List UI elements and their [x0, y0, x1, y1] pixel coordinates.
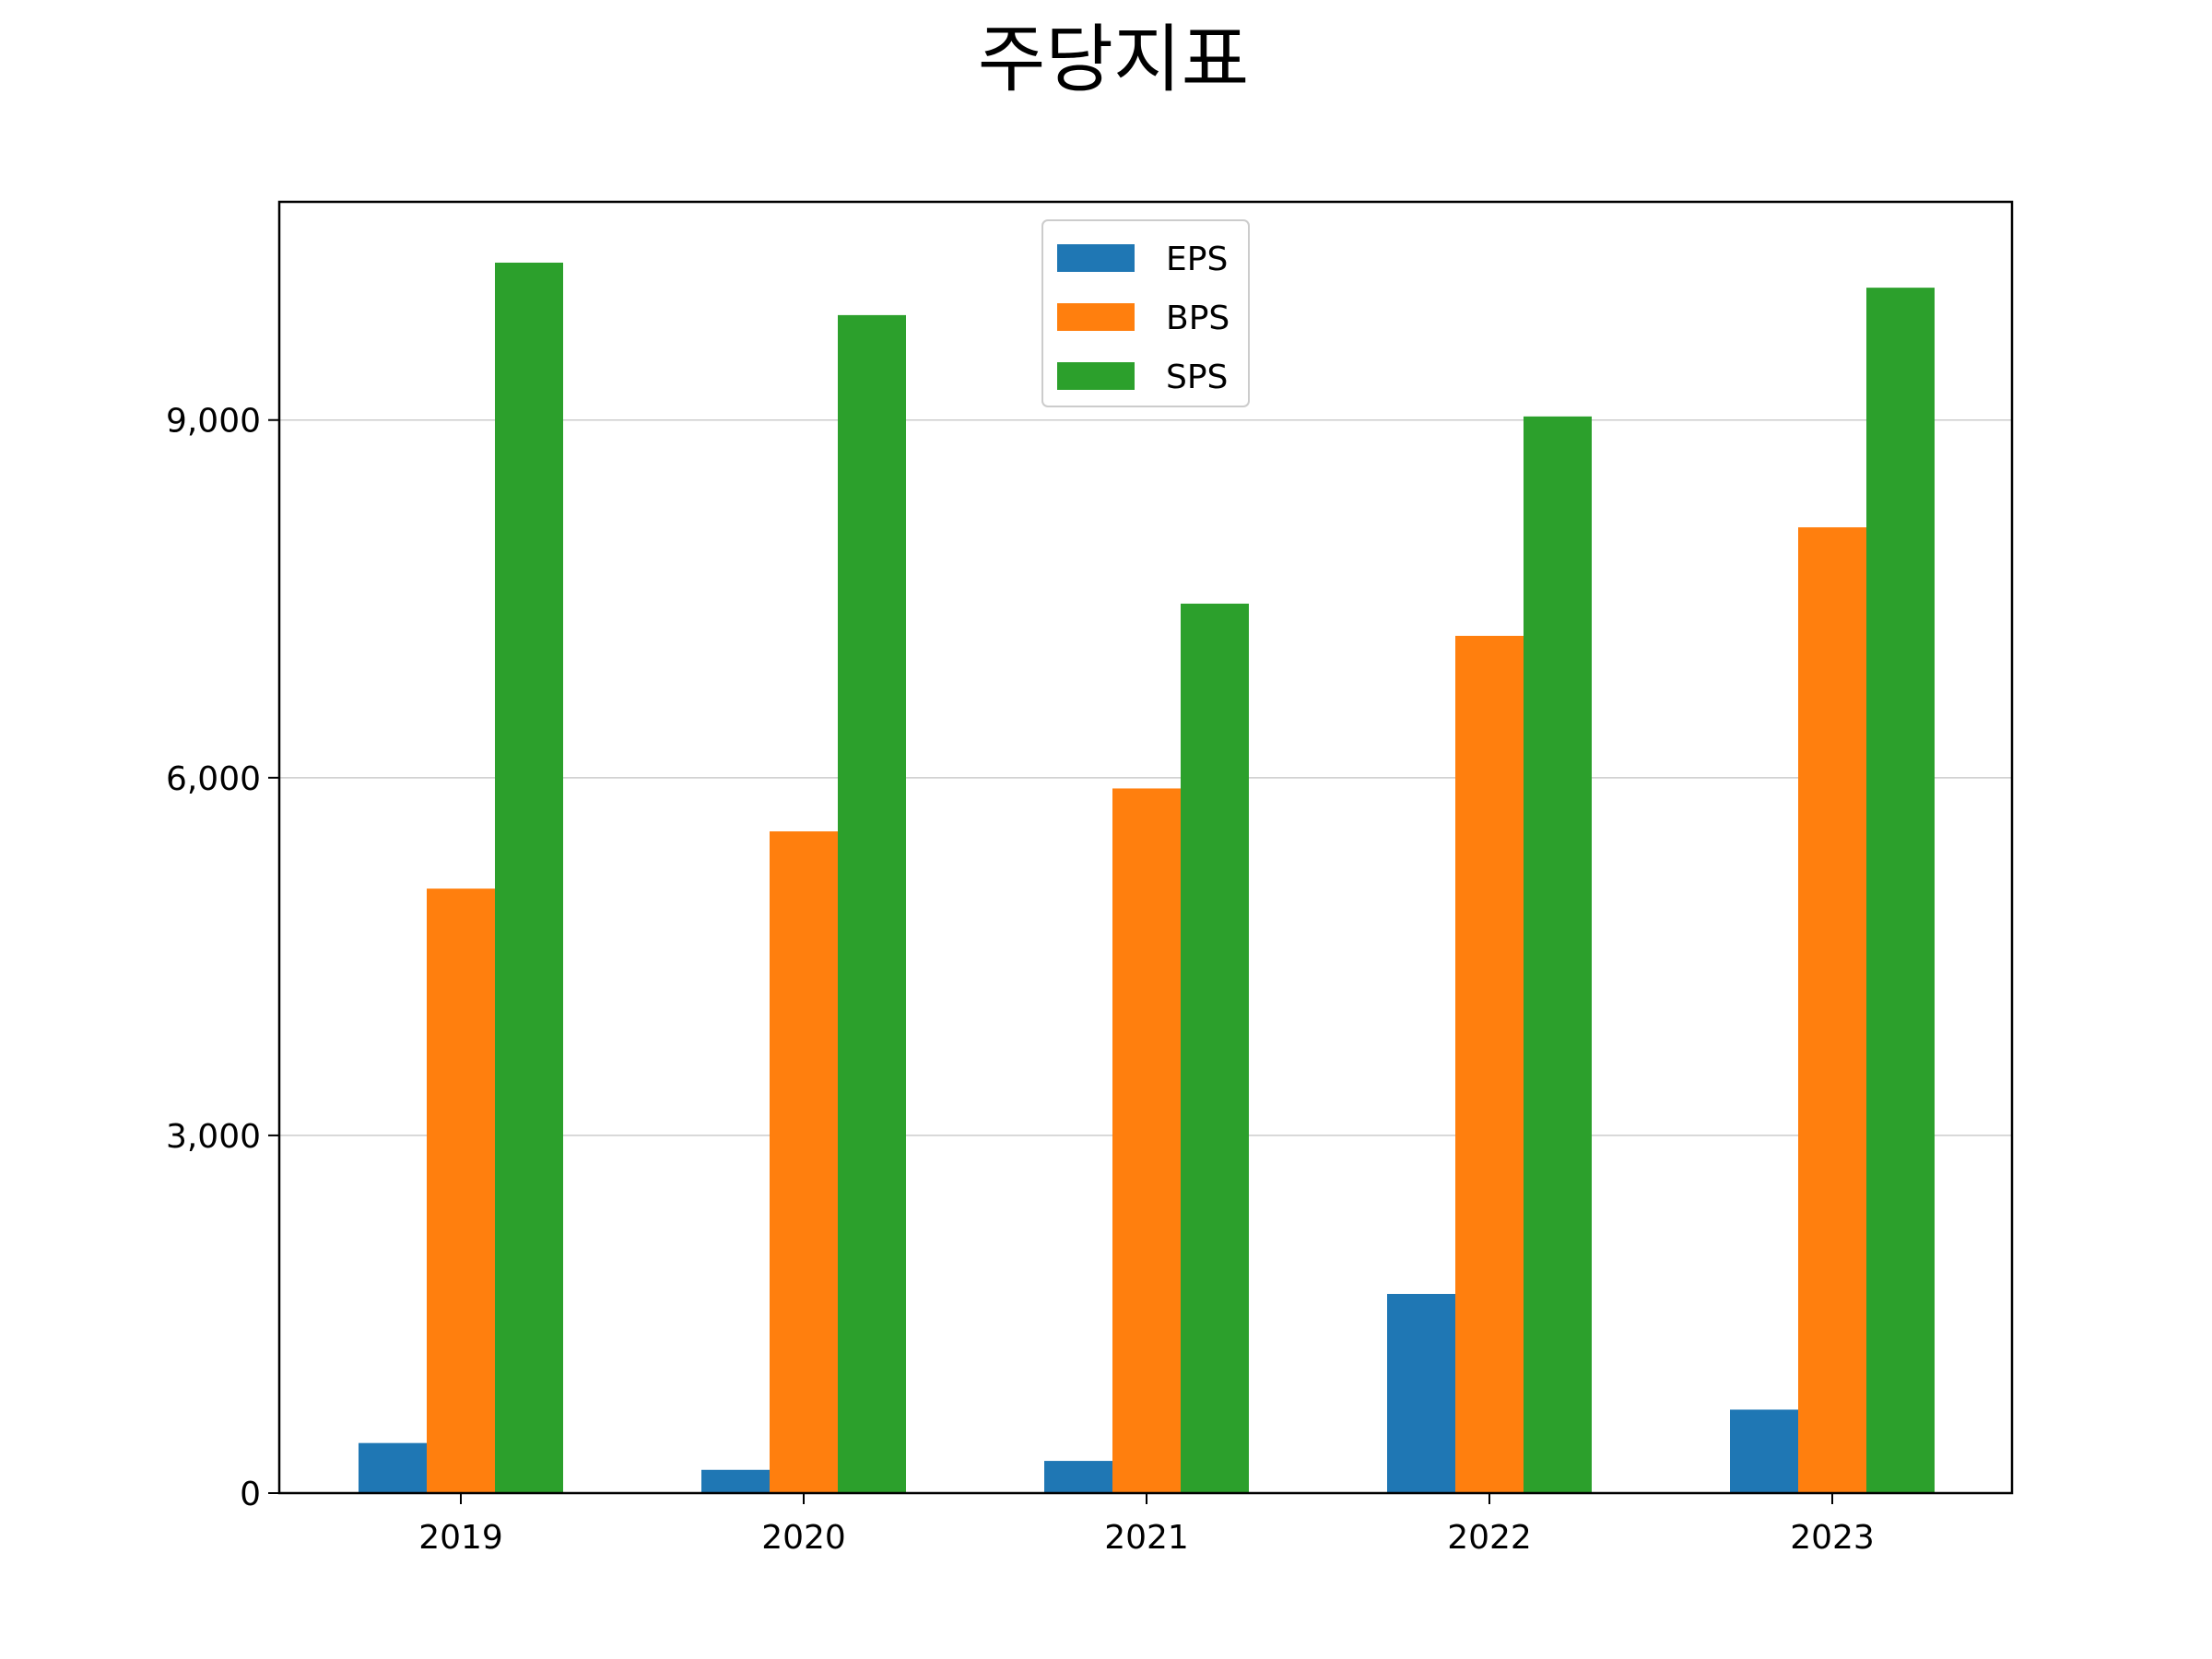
legend: EPS BPS SPS: [1041, 219, 1250, 407]
legend-label-sps: SPS: [1166, 359, 1228, 396]
bar-bps-2022: [1455, 635, 1524, 1493]
bar-eps-2023: [1730, 1409, 1798, 1493]
bar-bps-2019: [427, 888, 495, 1493]
bar-sps-2021: [1181, 603, 1249, 1493]
x-tick-label: 2021: [1104, 1519, 1189, 1557]
legend-label-eps: EPS: [1166, 241, 1228, 278]
y-tick-label: 0: [240, 1476, 261, 1513]
x-tick-label: 2020: [761, 1519, 846, 1557]
bar-eps-2021: [1044, 1461, 1112, 1493]
bar-sps-2023: [1866, 288, 1935, 1494]
bar-bps-2021: [1112, 788, 1181, 1493]
bar-eps-2019: [359, 1442, 427, 1493]
x-tick-label: 2023: [1790, 1519, 1875, 1557]
legend-label-bps: BPS: [1166, 300, 1230, 337]
chart-title: 주당지표: [978, 17, 1249, 102]
x-tick-label: 2019: [418, 1519, 503, 1557]
bar-sps-2019: [495, 262, 563, 1493]
bar-bps-2023: [1798, 527, 1866, 1493]
bar-eps-2022: [1387, 1293, 1455, 1493]
ticks-layer: 0 3,000 6,000 9,000 2019 2020 2021 2022 2023: [166, 403, 1875, 1557]
bar-eps-2020: [701, 1469, 770, 1493]
y-tick-label: 9,000: [166, 403, 261, 441]
x-tick-label: 2022: [1447, 1519, 1532, 1557]
bar-sps-2020: [838, 314, 906, 1493]
bar-sps-2022: [1524, 416, 1592, 1494]
y-tick-label: 6,000: [166, 760, 261, 798]
y-tick-label: 3,000: [166, 1118, 261, 1156]
legend-swatch-bps: [1057, 303, 1135, 331]
legend-swatch-eps: [1057, 244, 1135, 272]
bar-bps-2020: [770, 831, 838, 1493]
bars-layer: [359, 262, 1935, 1494]
legend-swatch-sps: [1057, 362, 1135, 390]
